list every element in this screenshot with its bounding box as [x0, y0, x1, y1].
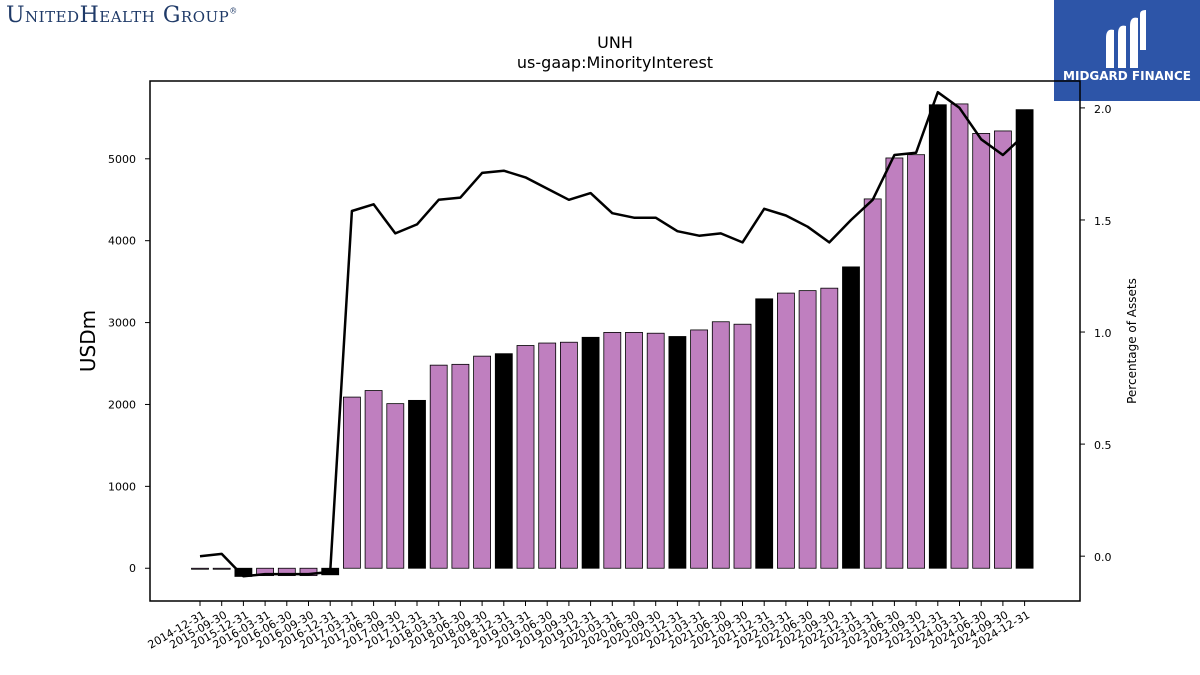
x-axis: 2014-12-312015-09-302015-12-312016-03-31… [146, 601, 1032, 652]
bar-2018-06-30 [451, 363, 470, 569]
bar-2016-06-30 [277, 567, 296, 577]
bar-2020-09-30 [646, 332, 665, 569]
bar-2021-06-30 [711, 321, 730, 569]
bar-2021-12-31 [755, 298, 774, 569]
bar-2023-06-30 [885, 157, 904, 569]
bar-series [191, 103, 1034, 577]
chart-title: UNH [597, 33, 633, 52]
bar-2024-09-30 [994, 130, 1012, 569]
company-logo: UnitedHealth Group® [6, 3, 238, 28]
bar-2017-09-30 [386, 403, 405, 569]
bar-2022-03-31 [777, 292, 795, 569]
chart-subtitle: us-gaap:MinorityInterest [517, 53, 713, 72]
bar-2016-03-31 [256, 567, 275, 577]
bar-2018-09-30 [473, 355, 492, 569]
y-axis-label: USDm [76, 310, 100, 372]
y-right-tick-label: 0.5 [1094, 439, 1112, 452]
bar-2020-03-31 [603, 332, 622, 569]
bar-2015-09-30 [212, 567, 231, 570]
bar-2024-03-31 [950, 103, 969, 569]
y-right-tick-label: 1.5 [1094, 215, 1112, 228]
bar-2023-03-31 [863, 198, 882, 569]
bar-2017-06-30 [364, 390, 383, 569]
y-axis-right: 0.0 0.5 1.0 1.5 2.0 [1080, 103, 1112, 564]
y-tick-label: 2000 [108, 398, 136, 411]
line-series [199, 90, 1026, 578]
company-logo-text: UnitedHealth Group [6, 3, 230, 28]
plot-area [149, 80, 1081, 602]
bar-2022-06-30 [798, 290, 817, 569]
bar-2024-12-31 [1015, 109, 1034, 569]
y-axis-right-label: Percentage of Assets [1125, 278, 1139, 404]
bar-2020-12-31 [668, 336, 687, 569]
bar-2019-03-31 [516, 345, 535, 569]
bar-2018-12-31 [494, 353, 513, 569]
bar-2014-12-31 [191, 567, 209, 570]
bar-2022-09-30 [820, 287, 839, 569]
bar-2017-03-31 [342, 396, 361, 569]
y-tick-label: 4000 [108, 235, 136, 248]
registered-mark: ® [229, 6, 238, 16]
bar-2019-06-30 [538, 342, 557, 569]
bar-2023-12-31 [928, 104, 947, 569]
bar-2021-09-30 [733, 323, 752, 569]
bar-2024-06-30 [972, 133, 991, 569]
bar-2019-12-31 [581, 336, 600, 569]
y-tick-label: 0 [129, 562, 136, 575]
bar-2022-12-31 [842, 266, 860, 569]
bar-2021-03-31 [690, 329, 708, 569]
y-right-tick-label: 0.0 [1094, 551, 1112, 564]
y-tick-label: 1000 [108, 480, 136, 493]
brand-logo-text: MIDGARD FINANCE [1063, 69, 1191, 83]
bar-2016-09-30 [299, 567, 318, 577]
brand-logo: MIDGARD FINANCE [1054, 0, 1200, 101]
y-tick-label: 3000 [108, 317, 136, 330]
brand-mark-icon [1106, 10, 1146, 68]
bar-2017-12-31 [408, 399, 426, 569]
y-axis-left: 0 1000 2000 3000 4000 5000 [108, 153, 150, 575]
y-tick-label: 5000 [108, 153, 136, 166]
bar-2019-09-30 [560, 341, 578, 569]
y-right-tick-label: 2.0 [1094, 103, 1112, 116]
bar-2023-09-30 [907, 154, 925, 569]
percentage-of-assets-line [199, 90, 1026, 578]
bar-2020-06-30 [625, 332, 643, 569]
y-right-tick-label: 1.0 [1094, 327, 1112, 340]
bar-2018-03-31 [429, 364, 448, 569]
